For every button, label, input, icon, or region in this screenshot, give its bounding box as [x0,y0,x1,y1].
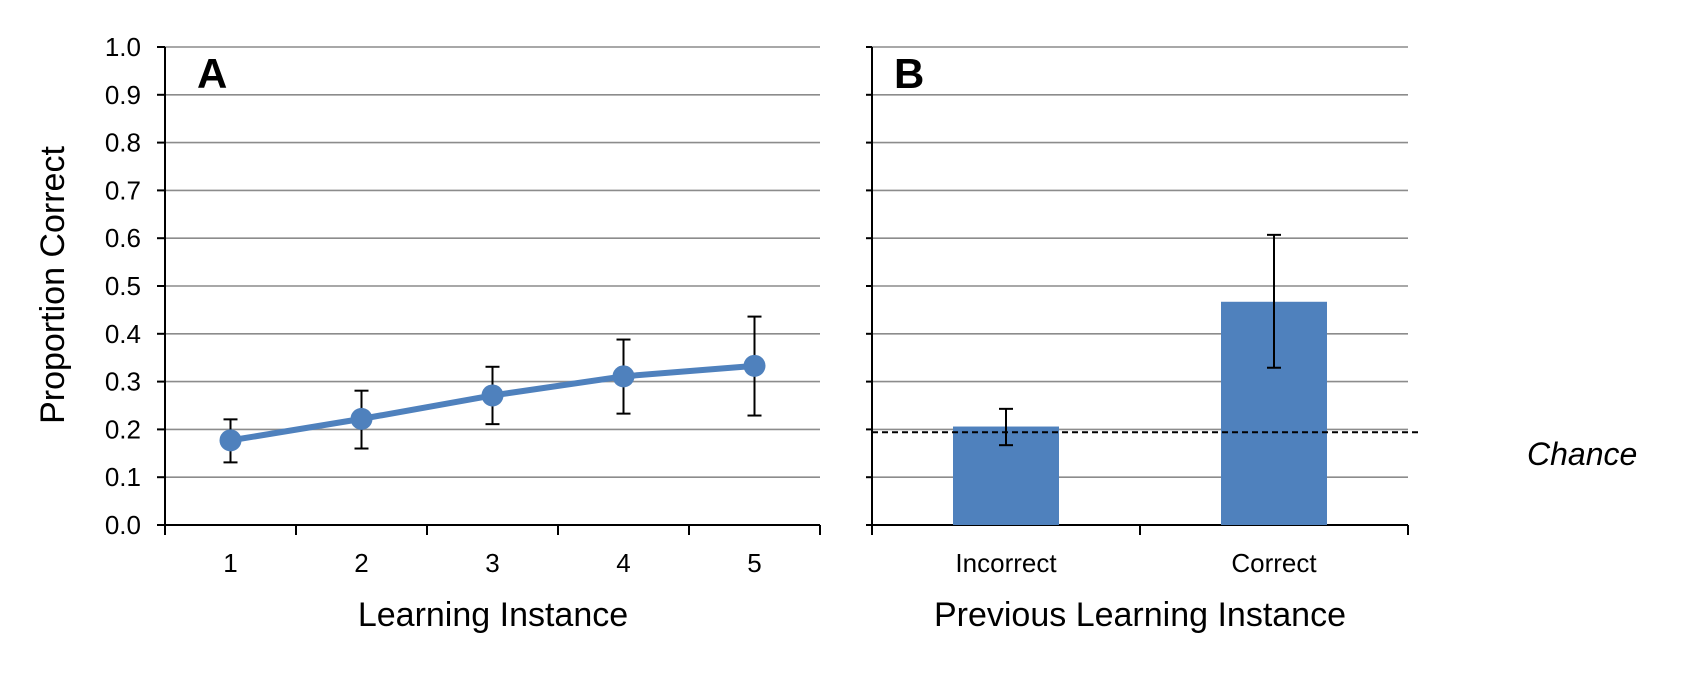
panel-b-error-bars [999,233,1281,447]
panel-a-x-axis-title: Learning Instance [358,596,628,634]
y-tick-label: 0.9 [105,80,141,110]
x-tick-label: 1 [223,548,237,578]
y-tick-label: 0.6 [105,223,141,253]
data-point [481,384,504,407]
x-tick-label: 4 [616,548,630,578]
x-tick-label: 2 [354,548,368,578]
x-tick-label: 5 [747,548,761,578]
panel-a-series [219,354,766,452]
panel-b-x-axis-title: Previous Learning Instance [934,596,1346,634]
panel-b-bars [953,301,1327,525]
panel-a-x-tick-labels: 1 2 3 4 5 [223,548,761,578]
x-tick-label: Incorrect [955,548,1057,578]
y-tick-label: 0.0 [105,510,141,540]
chance-label: Chance [1527,436,1637,472]
y-tick-label: 0.1 [105,462,141,492]
data-point [743,354,766,377]
x-tick-label: Correct [1231,548,1317,578]
data-point [350,407,373,430]
x-tick-label: 3 [485,548,499,578]
y-tick-label: 1.0 [105,32,141,62]
data-point [612,365,635,388]
y-tick-label: 0.3 [105,367,141,397]
panel-a-y-tick-labels: 0.0 0.1 0.2 0.3 0.4 0.5 0.6 0.7 0.8 0.9 1.0 [105,32,141,540]
panel-a-axes [157,46,821,535]
y-axis-title: Proportion Correct [34,146,72,424]
panel-b-label: B [894,50,924,97]
y-tick-label: 0.4 [105,319,141,349]
panel-a-gridlines [165,46,820,479]
y-tick-label: 0.2 [105,414,141,444]
y-tick-label: 0.7 [105,175,141,205]
panel-b-gridlines [872,46,1408,479]
y-tick-label: 0.8 [105,128,141,158]
y-tick-label: 0.5 [105,271,141,301]
data-point [219,429,242,452]
panel-a-label: A [197,50,227,97]
panel-b-x-tick-labels: Incorrect Correct [955,548,1317,578]
panel-b-bar-chart: Incorrect Correct B Previous Learning Ins… [866,46,1637,634]
